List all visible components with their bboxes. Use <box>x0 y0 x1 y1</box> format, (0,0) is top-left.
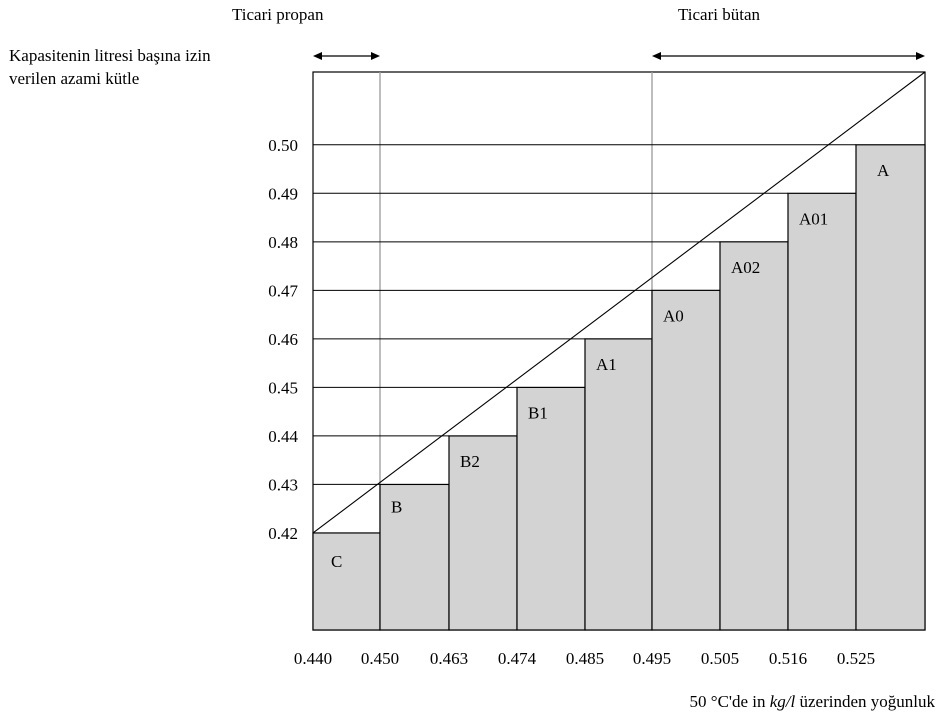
bar-label: B1 <box>528 403 548 422</box>
propane-range-label: Ticari propan <box>232 5 324 24</box>
x-tick-label: 0.474 <box>498 649 537 668</box>
bar-c <box>312 532 381 631</box>
bar-a0 <box>651 289 721 631</box>
bar-label: A <box>877 161 890 180</box>
x-tick-label: 0.516 <box>769 649 807 668</box>
bar-label: C <box>331 552 342 571</box>
butane-range-label: Ticari bütan <box>678 5 761 24</box>
bar-label: A02 <box>731 258 760 277</box>
bar-a01 <box>787 192 857 631</box>
y-tick-label: 0.49 <box>268 184 298 203</box>
bar-b2 <box>448 435 518 631</box>
y-tick-label: 0.44 <box>268 427 298 446</box>
x-tick-label: 0.450 <box>361 649 399 668</box>
x-tick-label: 0.495 <box>633 649 671 668</box>
x-tick-label: 0.505 <box>701 649 739 668</box>
bar-label: A1 <box>596 355 617 374</box>
bar-label: B2 <box>460 452 480 471</box>
bar-a <box>855 144 926 631</box>
x-axis-label-unit: kg/l <box>770 692 796 711</box>
diagonal-line <box>312 71 926 534</box>
x-tick-label: 0.485 <box>566 649 604 668</box>
bar-a02 <box>719 241 789 631</box>
bar-b <box>379 483 450 631</box>
bar-label: A0 <box>663 306 684 325</box>
x-tick-label: 0.463 <box>430 649 468 668</box>
x-tick-label: 0.525 <box>837 649 875 668</box>
y-tick-label: 0.43 <box>268 475 298 494</box>
propane-range-arrow-head-left <box>313 52 322 60</box>
x-axis-label-suffix: üzerinden yoğunluk <box>795 692 935 711</box>
bar-label: A01 <box>799 209 828 228</box>
propane-range-arrow-head-right <box>371 52 380 60</box>
y-axis-label: Kapasitenin litresi başına izin <box>9 46 211 65</box>
x-axis-label-prefix: 50 °C'de in <box>690 692 770 711</box>
butane-range-arrow-head-right <box>916 52 925 60</box>
bar-b1 <box>516 386 586 631</box>
butane-range-arrow-head-left <box>652 52 661 60</box>
y-tick-label: 0.42 <box>268 524 298 543</box>
y-axis-label: verilen azami kütle <box>9 69 139 88</box>
y-tick-label: 0.45 <box>268 378 298 397</box>
y-tick-label: 0.50 <box>268 136 298 155</box>
y-tick-label: 0.47 <box>268 281 298 300</box>
bar-a1 <box>584 338 653 631</box>
x-tick-label: 0.440 <box>294 649 332 668</box>
y-tick-label: 0.46 <box>268 330 298 349</box>
x-axis-label: 50 °C'de in kg/l üzerinden yoğunluk <box>690 692 936 711</box>
bar-label: B <box>391 497 402 516</box>
y-tick-label: 0.48 <box>268 233 298 252</box>
